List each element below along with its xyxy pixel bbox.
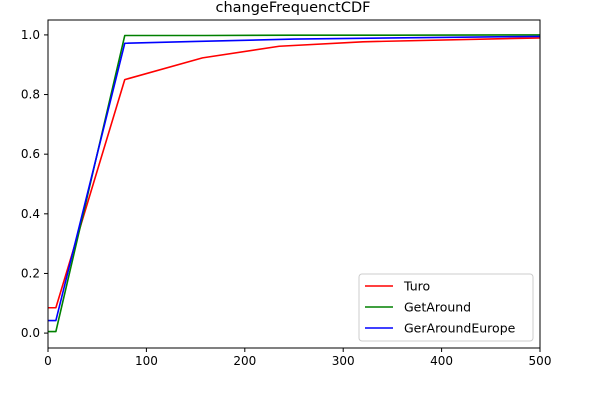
x-tick-label: 0 [44, 354, 52, 368]
x-axis-ticks: 0 100 200 300 400 500 [44, 348, 551, 368]
plot-lines [48, 34, 541, 333]
legend-label-1: GetAround [404, 300, 471, 315]
x-tick-label: 300 [332, 354, 355, 368]
legend-label-0: Turo [403, 279, 430, 294]
legend: Turo GetAround GerAroundEurope [358, 273, 534, 342]
y-axis-ticks: 0.0 0.2 0.4 0.6 0.8 1.0 [21, 28, 48, 340]
y-tick-label: 1.0 [21, 28, 40, 42]
x-tick-label: 500 [529, 354, 552, 368]
series-line-1 [48, 34, 541, 333]
chart-title: changeFrequenctCDF [215, 0, 370, 16]
y-tick-label: 0.6 [21, 147, 40, 161]
x-tick-label: 100 [135, 354, 158, 368]
y-tick-label: 0.0 [21, 326, 40, 340]
x-tick-label: 400 [430, 354, 453, 368]
series-line-2 [48, 35, 541, 322]
legend-box [358, 273, 534, 342]
y-tick-label: 0.8 [21, 88, 40, 102]
y-tick-label: 0.4 [21, 207, 40, 221]
plot-frame [47, 19, 541, 349]
y-tick-label: 0.2 [21, 266, 40, 280]
x-tick-label: 200 [233, 354, 256, 368]
legend-label-2: GerAroundEurope [404, 321, 516, 336]
series-line-0 [48, 37, 541, 309]
